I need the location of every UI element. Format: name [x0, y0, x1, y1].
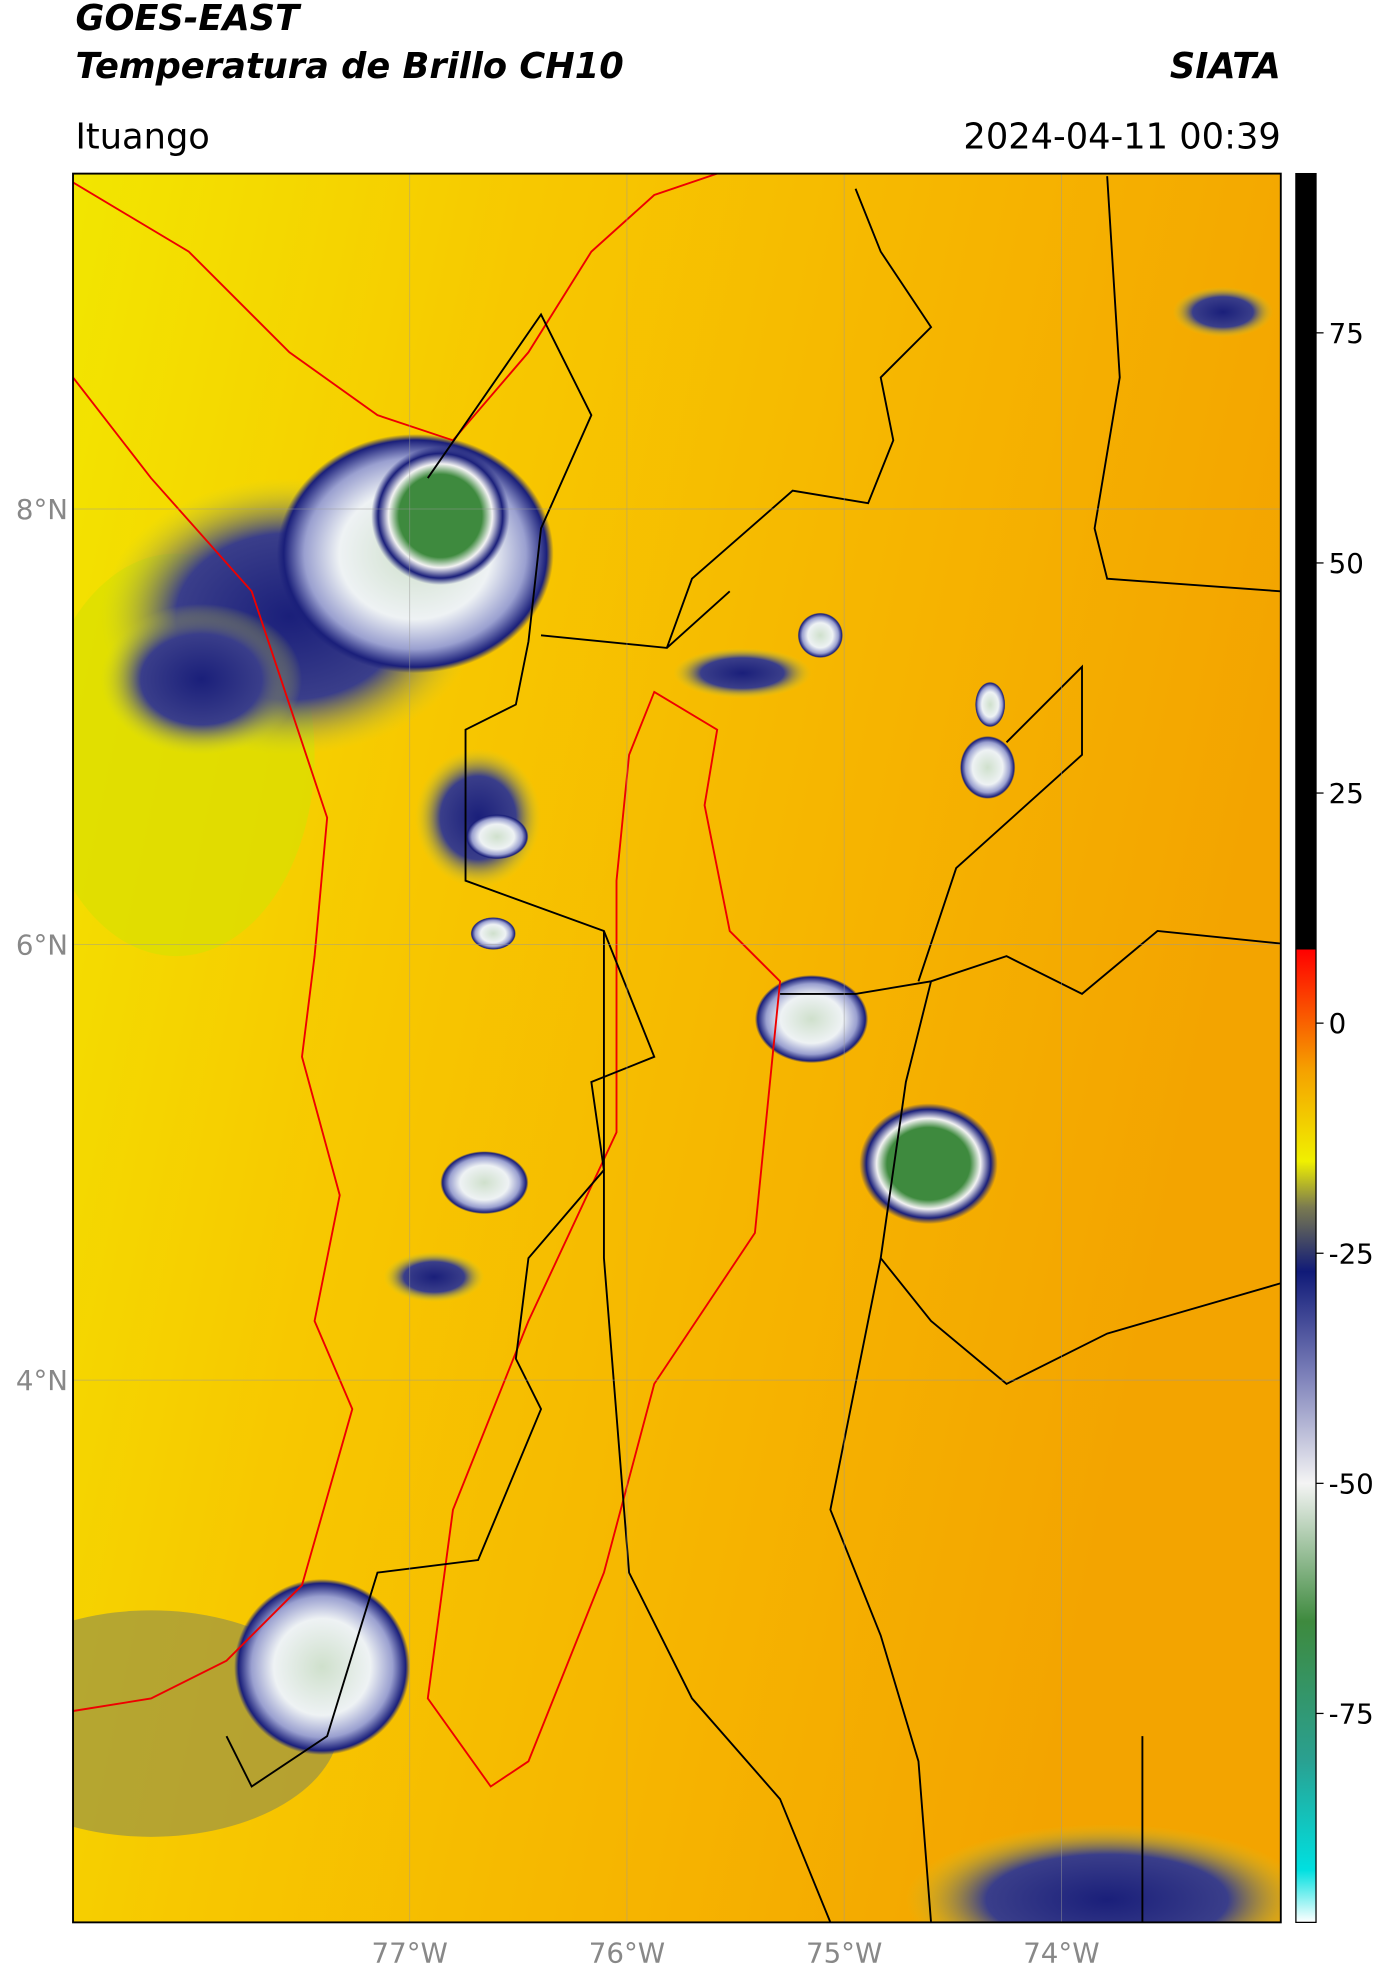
- region: Ituango: [76, 116, 210, 157]
- y-tick-label: 6°N: [16, 929, 68, 962]
- x-tick-label: 74°W: [1023, 1937, 1099, 1970]
- colorbar-tick-label: -25: [1329, 1237, 1374, 1270]
- colorbar-tick-label: -75: [1329, 1698, 1374, 1731]
- axes: 77°W 76°W 75°W 74°W 8°N 6°N 4°N: [16, 173, 1281, 1970]
- source: SIATA: [1170, 46, 1281, 87]
- title: Temperatura de Brillo CH10: [76, 46, 624, 87]
- map: [73, 173, 1281, 1923]
- colorbar-fill: [1295, 172, 1317, 1924]
- x-tick-label: 77°W: [372, 1937, 448, 1970]
- colorbar: 75 50 25 0 -25 -50 -75: [1295, 172, 1374, 1924]
- x-tick-label: 76°W: [589, 1937, 665, 1970]
- y-tick-label: 8°N: [16, 493, 68, 526]
- title: GOES-EAST: [76, 0, 303, 39]
- colorbar-tick-label: 50: [1329, 547, 1364, 580]
- colorbar-tick-label: -50: [1329, 1467, 1374, 1500]
- colorbar-tick-label: 0: [1329, 1007, 1347, 1040]
- timestamp: 2024-04-11 00:39: [963, 116, 1280, 157]
- colorbar-tick-label: 75: [1329, 317, 1364, 350]
- map-frame: [72, 172, 1282, 1924]
- colorbar-tick-label: 25: [1329, 777, 1364, 810]
- x-tick-label: 75°W: [806, 1937, 882, 1970]
- y-tick-label: 4°N: [16, 1364, 68, 1397]
